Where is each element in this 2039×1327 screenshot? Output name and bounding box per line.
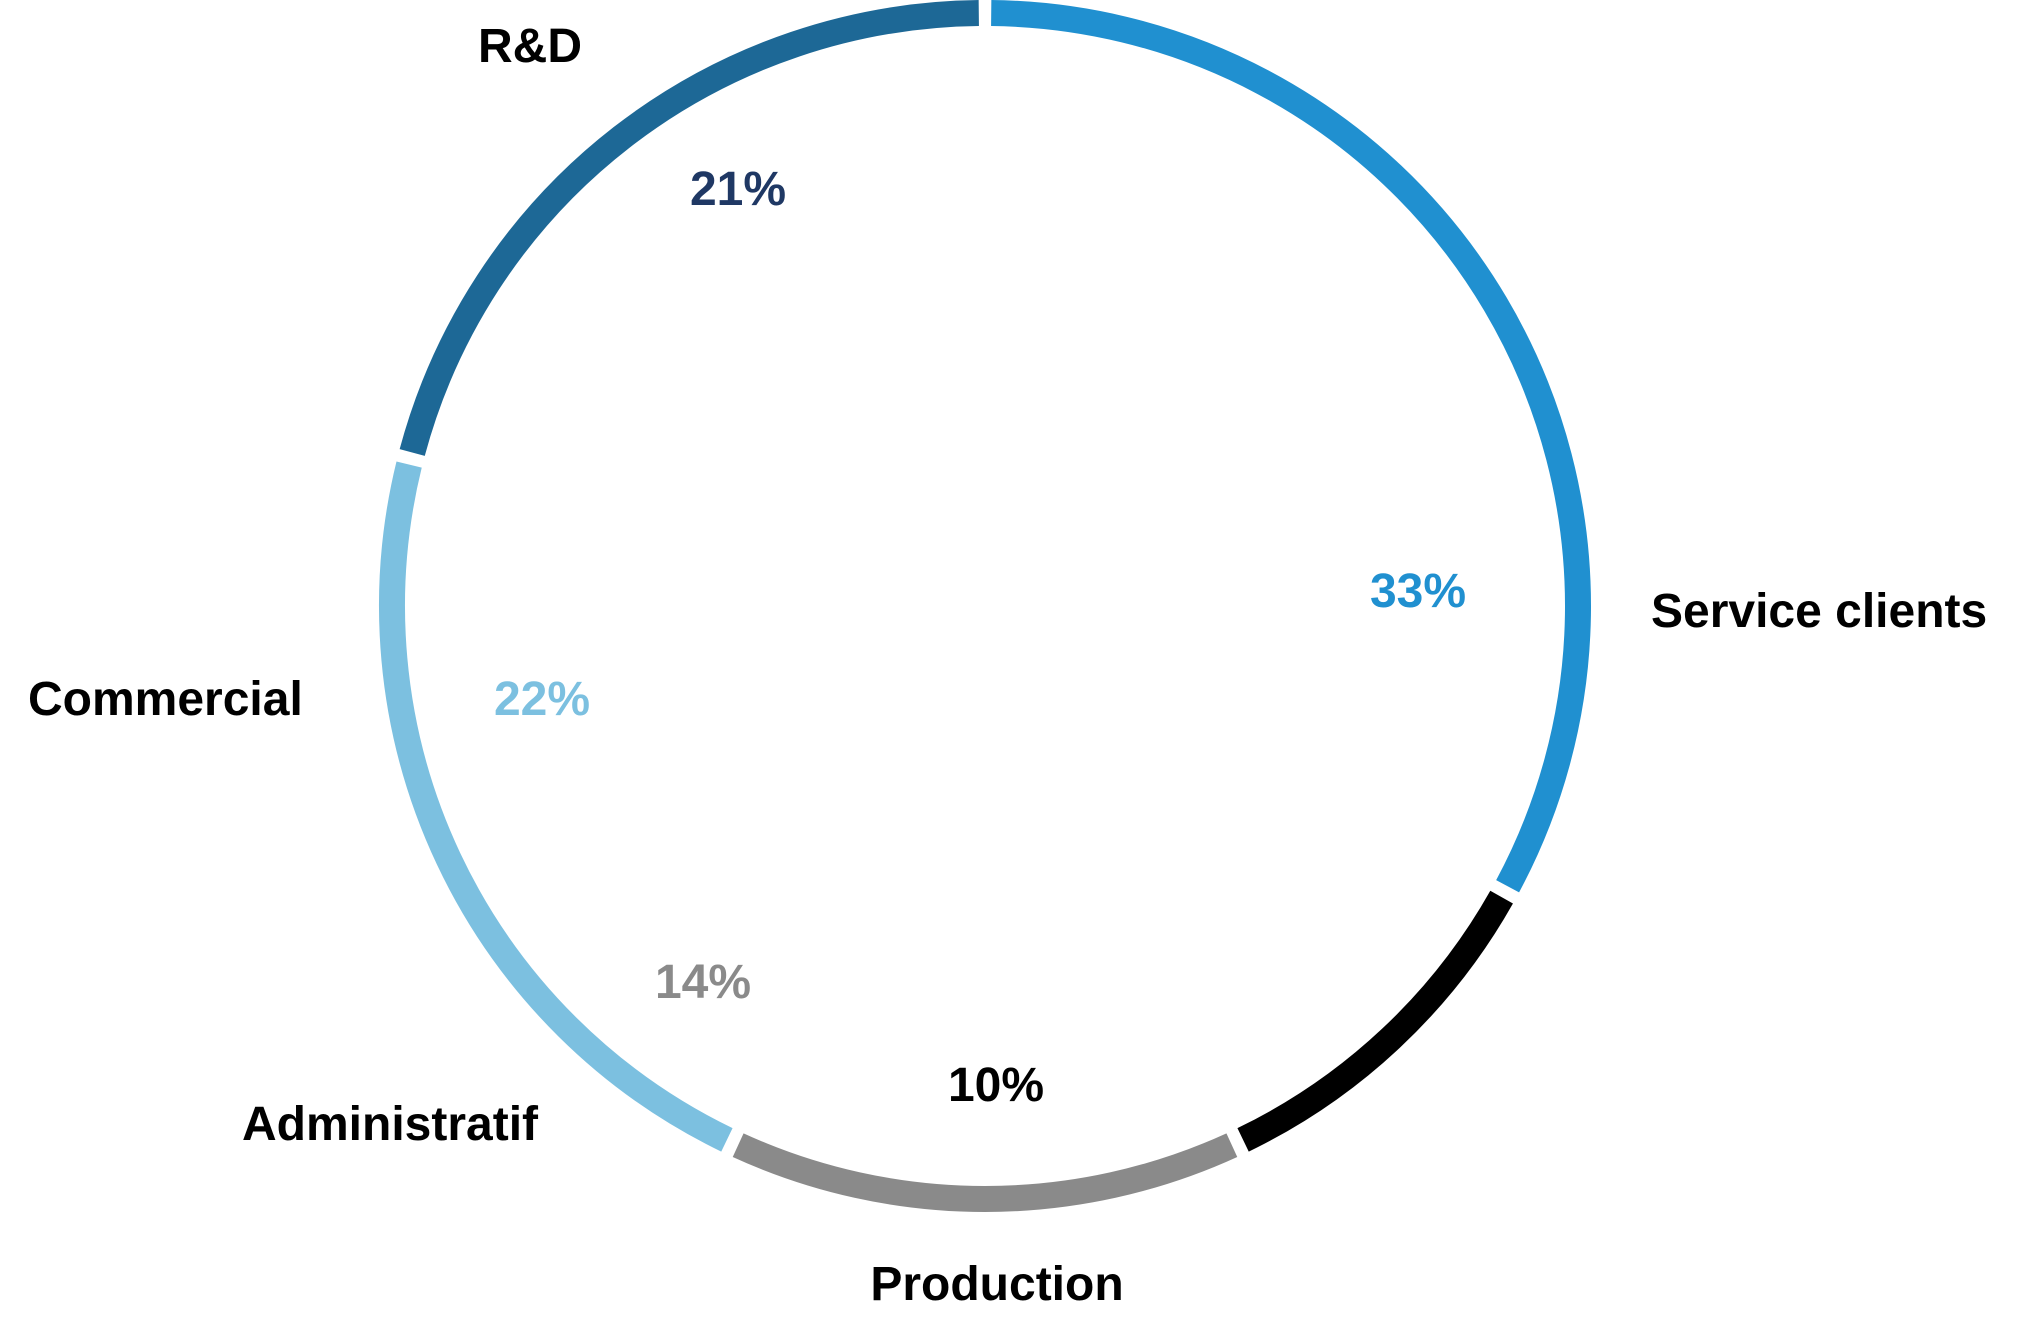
ring-segment-commercial: [379, 461, 733, 1152]
ring-segment-production: [1237, 890, 1513, 1152]
category-label: R&D: [478, 20, 582, 73]
value-label: 14%: [655, 956, 751, 1009]
value-label: 10%: [948, 1059, 1044, 1112]
ring-segment-service-clients: [991, 0, 1591, 893]
value-label: 33%: [1370, 565, 1466, 618]
value-label: 22%: [494, 673, 590, 726]
value-labels: 33% 10% 14% 22% 21%: [494, 163, 1466, 1112]
ring-segments: [379, 0, 1591, 1213]
category-label: Service clients: [1651, 585, 1987, 638]
category-label: Commercial: [28, 673, 303, 726]
ring-segment-administratif: [732, 1133, 1238, 1213]
category-label: Production: [870, 1258, 1123, 1311]
value-label: 21%: [690, 163, 786, 216]
category-labels: Service clients Production Administratif Co…: [28, 20, 1987, 1311]
ring-segment-r-d: [399, 0, 979, 456]
category-label: Administratif: [242, 1098, 539, 1151]
